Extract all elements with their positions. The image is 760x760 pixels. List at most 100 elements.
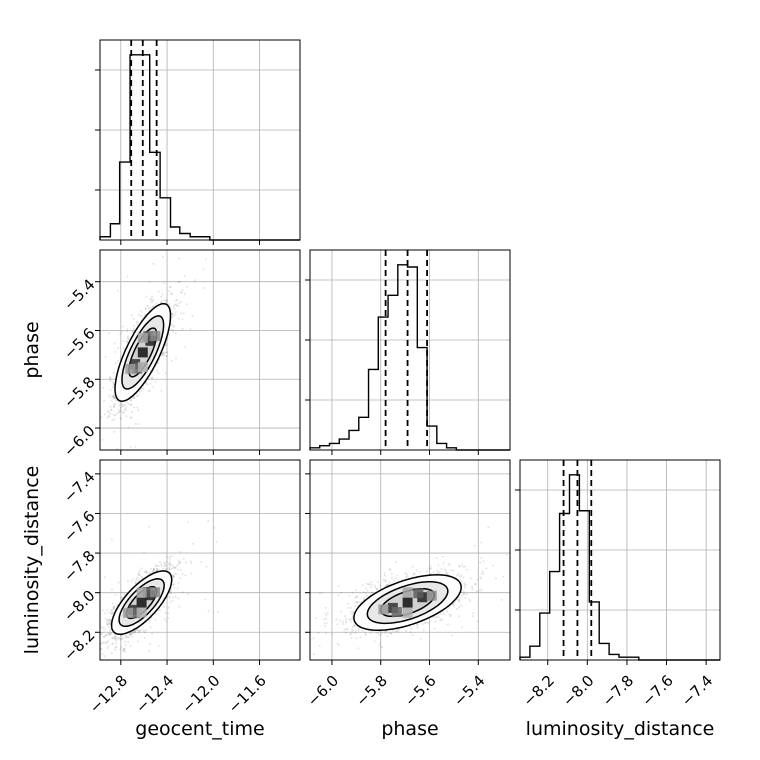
sample-point xyxy=(178,605,181,608)
sample-point xyxy=(354,604,356,607)
sample-point xyxy=(179,300,182,303)
sample-point xyxy=(135,321,138,324)
sample-point xyxy=(130,398,132,401)
sample-point xyxy=(169,592,172,595)
sample-point xyxy=(165,620,168,623)
sample-point xyxy=(159,561,161,563)
sample-point xyxy=(174,595,177,598)
sample-point xyxy=(115,639,117,642)
sample-point xyxy=(162,605,165,608)
sample-point xyxy=(150,306,153,309)
sample-point xyxy=(113,638,116,641)
sample-point xyxy=(114,646,117,649)
sample-point xyxy=(476,620,479,623)
sample-point xyxy=(396,574,399,577)
sample-point xyxy=(138,313,141,316)
sample-point xyxy=(129,403,132,406)
sample-point xyxy=(160,295,163,298)
sample-point xyxy=(160,354,163,357)
sample-point xyxy=(100,416,103,419)
sample-point xyxy=(482,560,485,563)
sample-point xyxy=(179,577,182,580)
sample-point xyxy=(124,407,127,409)
sample-point xyxy=(101,609,104,612)
sample-point xyxy=(164,372,167,375)
sample-point xyxy=(169,306,172,309)
sample-point xyxy=(171,323,174,326)
sample-point xyxy=(117,359,120,362)
sample-point xyxy=(131,314,134,317)
sample-point xyxy=(169,596,172,599)
sample-point xyxy=(215,540,218,543)
sample-point xyxy=(120,330,123,333)
sample-point xyxy=(135,668,137,670)
sample-point xyxy=(129,634,131,637)
sample-point xyxy=(100,626,103,629)
sample-point xyxy=(113,418,116,421)
sample-point xyxy=(480,541,483,544)
sample-point xyxy=(131,410,133,413)
sample-point xyxy=(106,619,109,622)
sample-point xyxy=(181,289,184,292)
sample-point xyxy=(154,381,157,383)
sample-point xyxy=(171,583,174,586)
sample-point xyxy=(185,303,188,306)
sample-point xyxy=(202,268,205,271)
sample-point xyxy=(110,613,113,615)
sample-point xyxy=(117,411,120,414)
sample-point xyxy=(157,609,160,612)
sample-point xyxy=(347,607,350,609)
sample-point xyxy=(172,575,175,578)
sample-point xyxy=(348,594,351,597)
sample-point xyxy=(175,332,177,335)
sample-point xyxy=(164,564,167,567)
sample-point xyxy=(113,607,116,610)
grid-lines xyxy=(100,40,720,660)
sample-point xyxy=(187,593,190,596)
panel-bg-phase-vs-luminosity-distance xyxy=(310,460,510,660)
sample-point xyxy=(418,570,421,573)
sample-point xyxy=(174,572,177,575)
sample-point xyxy=(471,588,474,590)
sample-point xyxy=(151,377,154,379)
sample-point xyxy=(136,393,139,396)
sample-point xyxy=(110,611,113,614)
sample-point xyxy=(109,388,112,391)
sample-point xyxy=(371,591,374,594)
sample-point xyxy=(156,369,159,372)
sample-point xyxy=(361,584,364,587)
sample-point xyxy=(129,416,132,419)
sample-point xyxy=(124,650,127,653)
sample-point xyxy=(103,413,106,416)
sample-point xyxy=(318,592,321,595)
sample-point xyxy=(110,632,113,635)
sample-point xyxy=(411,565,414,568)
sample-point xyxy=(134,580,137,583)
sample-point xyxy=(178,302,180,305)
sample-point xyxy=(174,313,177,316)
sample-point xyxy=(126,275,129,278)
sample-point xyxy=(120,417,123,420)
sample-point xyxy=(126,330,129,333)
sample-point xyxy=(173,583,176,586)
sample-point xyxy=(505,553,508,556)
sample-point xyxy=(108,415,111,418)
sample-point xyxy=(170,554,173,557)
sample-point xyxy=(172,331,175,334)
sample-point xyxy=(153,568,155,571)
sample-point xyxy=(422,629,425,632)
sample-point xyxy=(474,583,477,586)
sample-point xyxy=(53,674,55,676)
sample-point xyxy=(168,303,170,306)
sample-point xyxy=(345,627,348,630)
sample-point xyxy=(471,586,474,588)
sample-point xyxy=(165,567,168,570)
sample-point xyxy=(115,636,118,639)
sample-point xyxy=(168,557,171,560)
panel-backgrounds xyxy=(100,40,720,660)
sample-point xyxy=(173,307,176,310)
sample-point xyxy=(163,562,166,564)
sample-point xyxy=(160,565,163,568)
sample-point xyxy=(107,411,110,414)
sample-point xyxy=(112,607,115,610)
